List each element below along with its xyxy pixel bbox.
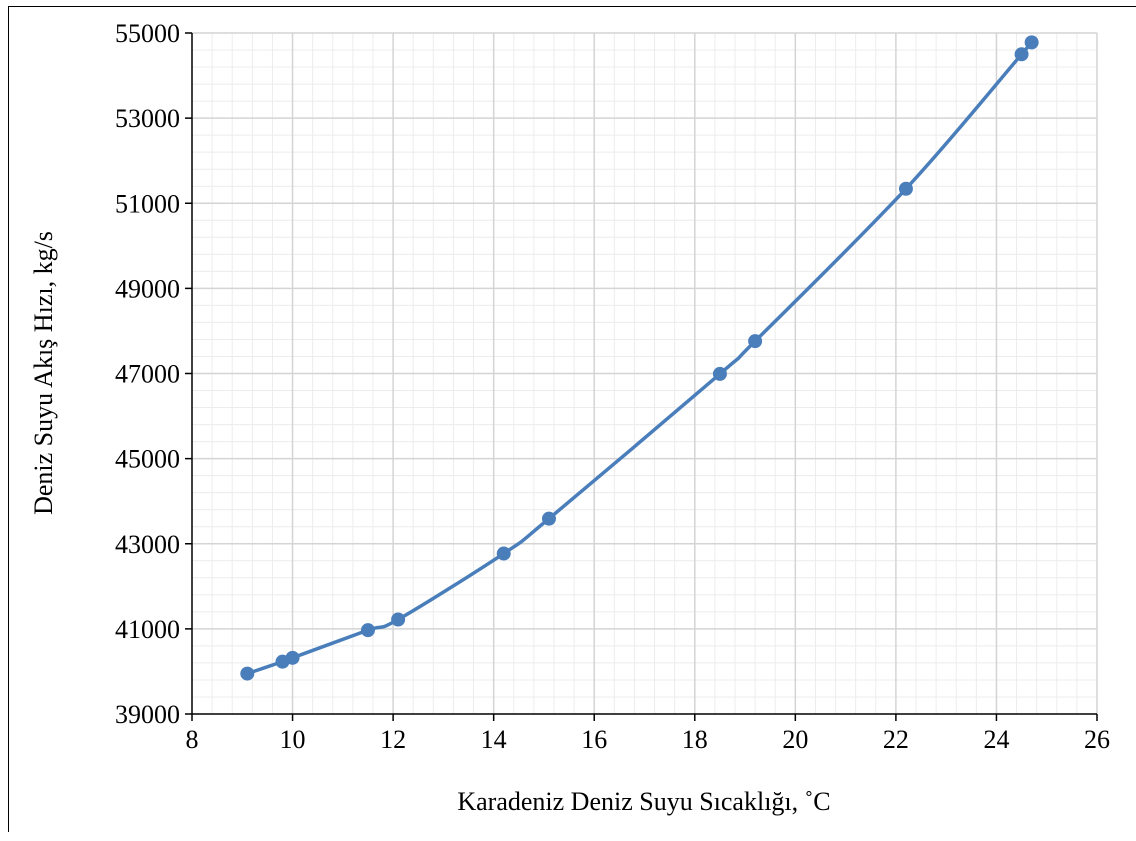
data-point <box>240 666 255 681</box>
x-tick-label: 10 <box>280 725 306 754</box>
chart-border <box>8 6 1136 832</box>
x-tick-label: 26 <box>1084 725 1110 754</box>
x-tick-label: 12 <box>380 725 406 754</box>
x-tick-label: 8 <box>186 725 199 754</box>
major-grid <box>192 32 1098 714</box>
y-tick-labels: 39000 41000 43000 45000 47000 49000 51000 53000… <box>115 19 180 729</box>
x-tick-label: 22 <box>883 725 909 754</box>
series-line <box>246 38 1036 676</box>
series-layer <box>240 35 1039 681</box>
y-tick-label: 47000 <box>115 360 180 389</box>
data-point <box>285 650 300 665</box>
data-point <box>360 623 375 638</box>
data-point <box>1024 35 1039 50</box>
axes <box>185 32 1098 721</box>
data-point <box>712 366 727 381</box>
y-tick-label: 55000 <box>115 19 180 48</box>
data-point <box>1014 47 1029 62</box>
y-axis-title: Deniz Suyu Akış Hızı, kg/s <box>29 231 58 515</box>
y-tick-label: 39000 <box>115 700 180 729</box>
y-tick-label: 41000 <box>115 615 180 644</box>
data-point <box>541 511 556 526</box>
y-tick-label: 45000 <box>115 445 180 474</box>
data-point <box>898 181 913 196</box>
x-tick-labels: 8 10 12 14 16 18 20 22 24 26 <box>186 725 1111 754</box>
x-tick-label: 18 <box>682 725 708 754</box>
x-tick-label: 16 <box>581 725 607 754</box>
y-tick-label: 43000 <box>115 530 180 559</box>
y-tick-label: 51000 <box>115 189 180 218</box>
y-tick-label: 49000 <box>115 274 180 303</box>
x-tick-label: 24 <box>983 725 1009 754</box>
x-tick-label: 20 <box>782 725 808 754</box>
data-point <box>391 612 406 627</box>
x-tick-label: 14 <box>481 725 507 754</box>
x-axis-title: Karadeniz Deniz Suyu Sıcaklığı, ˚C <box>457 787 830 816</box>
data-point <box>748 334 763 349</box>
data-point <box>496 546 511 561</box>
y-tick-label: 53000 <box>115 104 180 133</box>
